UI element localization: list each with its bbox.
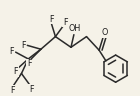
Text: F: F (63, 18, 67, 27)
Text: F: F (13, 67, 18, 76)
Text: F: F (10, 86, 15, 94)
Text: OH: OH (69, 24, 81, 33)
Text: F: F (29, 85, 33, 94)
Text: F: F (49, 15, 54, 24)
Text: F: F (27, 59, 32, 68)
Text: F: F (10, 47, 14, 56)
Text: F: F (21, 41, 26, 50)
Text: O: O (102, 28, 108, 37)
